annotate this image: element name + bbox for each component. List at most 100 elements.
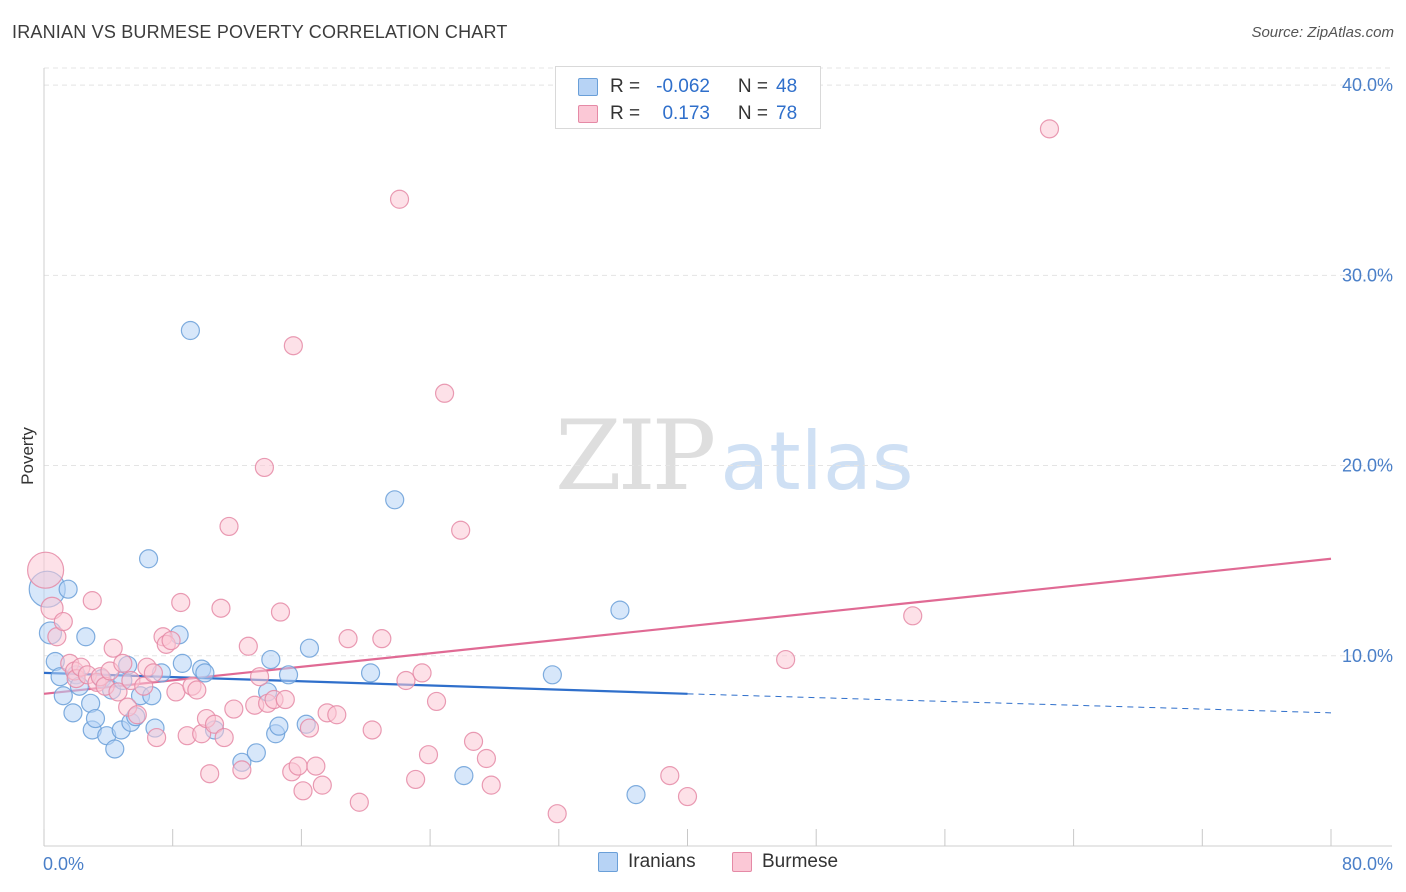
watermark-zip: ZIP bbox=[555, 400, 716, 512]
point-burmese bbox=[903, 606, 923, 626]
legend-row-iranians: R = -0.062 N = 48 bbox=[578, 75, 797, 99]
y-axis-title: Poverty bbox=[18, 427, 37, 485]
point-burmese bbox=[134, 676, 154, 696]
point-iranians bbox=[195, 663, 215, 683]
chart-title: IRANIAN VS BURMESE POVERTY CORRELATION C… bbox=[12, 22, 508, 42]
series-legend: Iranians Burmese bbox=[0, 851, 1406, 877]
trend-lines bbox=[43, 557, 1332, 714]
legend-swatch-iranians bbox=[578, 78, 598, 96]
point-burmese bbox=[283, 336, 303, 356]
point-burmese bbox=[211, 598, 231, 618]
tick-labels: 10.0% 20.0% 30.0% 40.0% 0.0% 80.0% bbox=[43, 75, 1393, 874]
y-tick-label: 30.0% bbox=[1342, 265, 1393, 285]
point-burmese bbox=[306, 756, 326, 776]
point-burmese bbox=[224, 699, 244, 719]
point-burmese bbox=[327, 705, 347, 725]
point-iranians bbox=[626, 785, 646, 805]
point-burmese bbox=[426, 691, 447, 712]
y-tick-label: 40.0% bbox=[1342, 75, 1393, 95]
trend-line-burmese bbox=[43, 557, 1332, 695]
point-burmese bbox=[108, 682, 128, 702]
point-burmese bbox=[1039, 119, 1060, 139]
legend-r-label: R = bbox=[610, 103, 641, 124]
legend-swatch-burmese bbox=[578, 105, 598, 123]
legend-r-value: -0.062 bbox=[656, 76, 710, 97]
watermark: ZIP atlas bbox=[555, 400, 914, 512]
point-burmese bbox=[53, 611, 73, 632]
point-burmese bbox=[161, 630, 181, 651]
point-burmese bbox=[660, 766, 680, 786]
point-iranians bbox=[63, 703, 83, 723]
point-burmese bbox=[776, 649, 796, 670]
point-iranians bbox=[261, 649, 281, 670]
point-burmese bbox=[275, 689, 295, 710]
point-iranians bbox=[610, 600, 630, 620]
point-burmese bbox=[249, 667, 270, 687]
point-burmese bbox=[219, 516, 239, 537]
point-burmese bbox=[547, 804, 567, 824]
point-iranians bbox=[454, 766, 474, 786]
point-burmese bbox=[82, 591, 102, 611]
point-iranians bbox=[138, 549, 159, 569]
stats-legend: R = -0.062 N = 48 R = 0.173 N = 78 bbox=[555, 66, 821, 129]
point-burmese bbox=[204, 714, 225, 734]
point-burmese bbox=[288, 756, 308, 776]
point-burmese bbox=[147, 727, 167, 748]
point-burmese bbox=[362, 720, 382, 740]
point-burmese bbox=[232, 760, 252, 780]
point-iranians bbox=[85, 708, 106, 729]
point-burmese bbox=[299, 718, 320, 738]
x-tick-label: 80.0% bbox=[1342, 854, 1393, 874]
point-iranians bbox=[180, 320, 200, 341]
legend-n-label: N = bbox=[737, 103, 768, 124]
point-burmese bbox=[214, 727, 234, 748]
legend-label-iranians: Iranians bbox=[628, 851, 696, 872]
point-burmese bbox=[238, 636, 258, 656]
point-burmese bbox=[463, 731, 484, 751]
point-burmese bbox=[40, 596, 64, 620]
point-burmese bbox=[389, 189, 410, 209]
data-points bbox=[27, 119, 1060, 824]
point-burmese bbox=[187, 680, 207, 700]
point-burmese bbox=[451, 520, 471, 540]
legend-n-value: 48 bbox=[776, 76, 798, 97]
legend-swatch-iranians bbox=[598, 852, 618, 872]
point-iranians bbox=[105, 739, 125, 759]
legend-label-burmese: Burmese bbox=[762, 851, 839, 872]
legend-row-burmese: R = 0.173 N = 78 bbox=[578, 102, 797, 126]
point-burmese bbox=[293, 781, 313, 801]
point-burmese bbox=[396, 670, 416, 691]
trend-extension-iranians bbox=[687, 693, 1332, 714]
point-burmese bbox=[127, 705, 147, 725]
point-iranians bbox=[58, 579, 78, 599]
legend-item-iranians[interactable]: Iranians bbox=[598, 851, 696, 873]
point-burmese bbox=[270, 602, 291, 622]
point-burmese bbox=[481, 775, 501, 795]
y-tick-label: 10.0% bbox=[1342, 646, 1393, 666]
legend-n-label: N = bbox=[737, 76, 768, 97]
legend-r-value: 0.173 bbox=[662, 103, 710, 124]
legend-item-burmese[interactable]: Burmese bbox=[732, 851, 838, 873]
point-burmese bbox=[349, 792, 369, 812]
grid-lines bbox=[44, 67, 1392, 657]
watermark-atlas: atlas bbox=[720, 415, 914, 508]
point-burmese bbox=[103, 638, 123, 658]
point-iranians bbox=[53, 686, 73, 706]
point-burmese bbox=[171, 592, 191, 613]
axis-ticks bbox=[43, 829, 1332, 846]
point-iranians bbox=[299, 638, 320, 658]
point-burmese bbox=[677, 786, 698, 807]
point-burmese bbox=[476, 748, 497, 769]
point-burmese bbox=[113, 653, 133, 673]
x-tick-label: 0.0% bbox=[43, 854, 84, 874]
point-iranians bbox=[269, 716, 289, 736]
point-burmese bbox=[434, 383, 455, 403]
point-iranians bbox=[385, 490, 405, 510]
point-burmese bbox=[27, 551, 65, 589]
point-burmese bbox=[312, 775, 332, 795]
legend-n-value: 78 bbox=[776, 103, 798, 124]
point-burmese bbox=[372, 629, 392, 649]
point-iranians bbox=[278, 665, 299, 685]
source-label: Source: ZipAtlas.com bbox=[1251, 24, 1394, 41]
